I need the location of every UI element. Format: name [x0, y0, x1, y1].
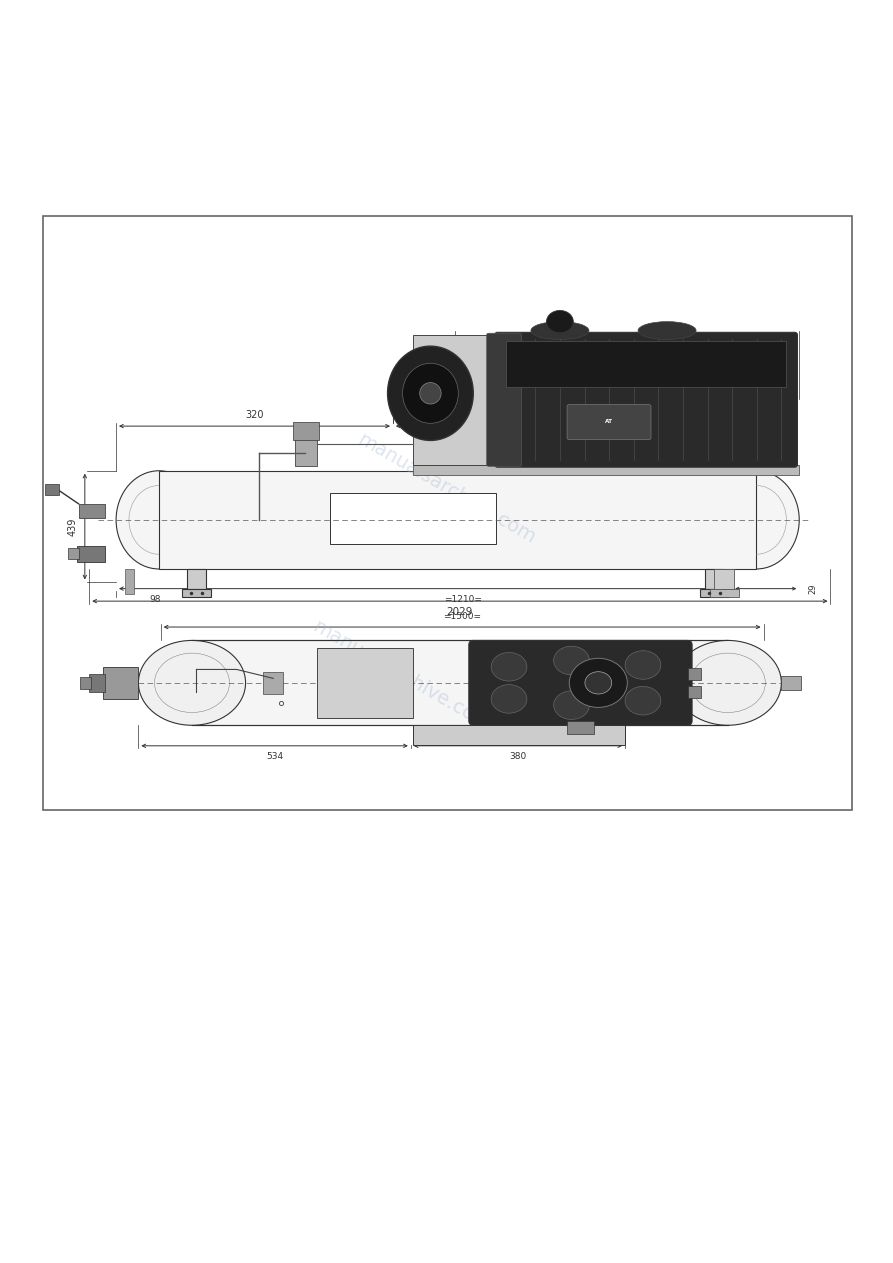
Bar: [45, 218, 850, 808]
Ellipse shape: [674, 640, 781, 725]
Bar: [45, 484, 59, 495]
Bar: [187, 570, 206, 589]
Text: 534: 534: [266, 751, 283, 762]
Text: 29: 29: [808, 584, 817, 594]
Ellipse shape: [547, 311, 573, 332]
Bar: [79, 504, 105, 518]
Text: 110: 110: [415, 410, 433, 419]
Ellipse shape: [530, 322, 589, 340]
FancyBboxPatch shape: [567, 404, 651, 440]
Bar: [295, 426, 317, 466]
Bar: [710, 589, 739, 596]
Bar: [413, 335, 497, 465]
Text: 439: 439: [68, 518, 78, 536]
Bar: [159, 471, 756, 570]
Bar: [45, 218, 850, 808]
Bar: [317, 648, 413, 719]
Bar: [714, 570, 734, 589]
Bar: [293, 422, 319, 440]
Bar: [192, 640, 728, 725]
Bar: [781, 676, 801, 690]
Bar: [413, 725, 625, 745]
Text: manualsarchive.com: manualsarchive.com: [355, 429, 538, 547]
Text: 615: 615: [618, 388, 637, 398]
Bar: [705, 570, 724, 589]
Text: 98: 98: [150, 595, 161, 604]
Text: 2029: 2029: [446, 608, 473, 618]
Ellipse shape: [625, 686, 661, 715]
Text: manualsarchive.com: manualsarchive.com: [310, 618, 494, 735]
Ellipse shape: [388, 346, 473, 441]
Bar: [263, 672, 283, 693]
Ellipse shape: [138, 640, 246, 725]
Bar: [68, 548, 79, 560]
Ellipse shape: [570, 658, 628, 707]
Bar: [103, 667, 138, 698]
Text: АТ: АТ: [605, 419, 613, 424]
Bar: [413, 465, 799, 475]
Text: 380: 380: [509, 751, 527, 762]
Bar: [567, 721, 594, 734]
Text: =1210=: =1210=: [445, 595, 482, 604]
Bar: [330, 493, 496, 544]
Bar: [89, 674, 105, 692]
FancyBboxPatch shape: [487, 333, 522, 466]
Ellipse shape: [554, 647, 589, 674]
Ellipse shape: [116, 471, 202, 570]
Ellipse shape: [585, 672, 612, 693]
Ellipse shape: [554, 691, 589, 720]
Ellipse shape: [625, 650, 661, 679]
Bar: [43, 216, 852, 810]
Bar: [80, 677, 91, 690]
Ellipse shape: [403, 364, 458, 423]
Ellipse shape: [638, 322, 697, 340]
Ellipse shape: [491, 653, 527, 681]
Bar: [506, 341, 786, 386]
Bar: [688, 668, 701, 681]
Bar: [125, 570, 134, 594]
Ellipse shape: [420, 383, 441, 404]
Bar: [77, 546, 105, 562]
Bar: [700, 589, 729, 596]
Text: 628: 628: [618, 421, 637, 431]
FancyBboxPatch shape: [469, 640, 692, 725]
Bar: [182, 589, 211, 596]
Ellipse shape: [491, 685, 527, 714]
Text: 320: 320: [246, 410, 263, 419]
FancyBboxPatch shape: [495, 332, 797, 467]
Ellipse shape: [714, 471, 799, 570]
Text: =1500=: =1500=: [443, 611, 481, 621]
Bar: [688, 686, 701, 698]
